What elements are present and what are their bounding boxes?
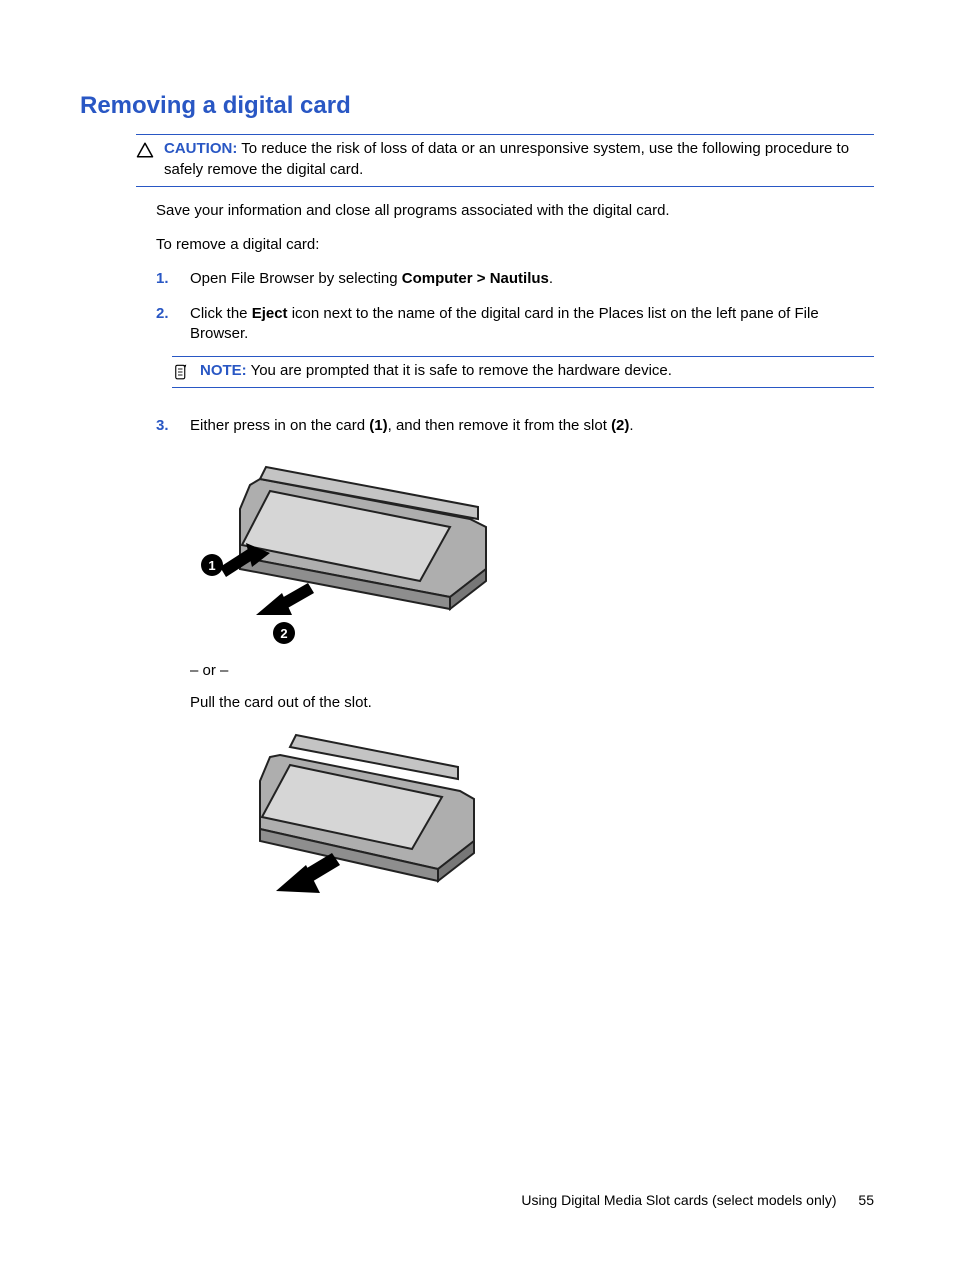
page-title: Removing a digital card — [80, 90, 874, 122]
step-number: 3. — [156, 416, 190, 436]
note-text: NOTE: You are prompted that it is safe t… — [200, 361, 874, 381]
step-1-text: Open File Browser by selecting Computer … — [190, 269, 874, 289]
steps-list: 1. Open File Browser by selecting Comput… — [156, 269, 874, 937]
intro-paragraph-2: To remove a digital card: — [156, 235, 874, 255]
warning-icon — [136, 139, 154, 159]
figure-1-card-slot-eject: 1 2 — [190, 449, 874, 649]
footer-page-number: 55 — [858, 1192, 874, 1208]
caution-body: To reduce the risk of loss of data or an… — [164, 140, 849, 177]
step-2: 2. Click the Eject icon next to the name… — [156, 304, 874, 403]
caution-callout: CAUTION: To reduce the risk of loss of d… — [136, 134, 874, 187]
step-3: 3. Either press in on the card (1), and … — [156, 416, 874, 937]
note-body: You are prompted that it is safe to remo… — [251, 362, 672, 379]
note-callout: NOTE: You are prompted that it is safe t… — [172, 356, 874, 388]
figure-2-card-slot-pull — [220, 725, 874, 925]
page-footer: Using Digital Media Slot cards (select m… — [521, 1191, 874, 1210]
step-number: 2. — [156, 304, 190, 324]
step-3-or: – or – — [190, 661, 874, 681]
figure-1-badge-2: 2 — [280, 626, 287, 641]
note-label: NOTE: — [200, 362, 247, 379]
document-page: Removing a digital card CAUTION: To redu… — [0, 0, 954, 1270]
caution-label: CAUTION: — [164, 140, 237, 157]
step-3-pull: Pull the card out of the slot. — [190, 693, 874, 713]
step-number: 1. — [156, 269, 190, 289]
note-icon — [172, 361, 190, 381]
step-1: 1. Open File Browser by selecting Comput… — [156, 269, 874, 289]
caution-text: CAUTION: To reduce the risk of loss of d… — [164, 139, 874, 180]
figure-1-badge-1: 1 — [208, 558, 215, 573]
step-2-text: Click the Eject icon next to the name of… — [190, 304, 874, 345]
footer-section: Using Digital Media Slot cards (select m… — [521, 1192, 836, 1208]
step-3-text: Either press in on the card (1), and the… — [190, 416, 874, 436]
intro-paragraph-1: Save your information and close all prog… — [156, 201, 874, 221]
